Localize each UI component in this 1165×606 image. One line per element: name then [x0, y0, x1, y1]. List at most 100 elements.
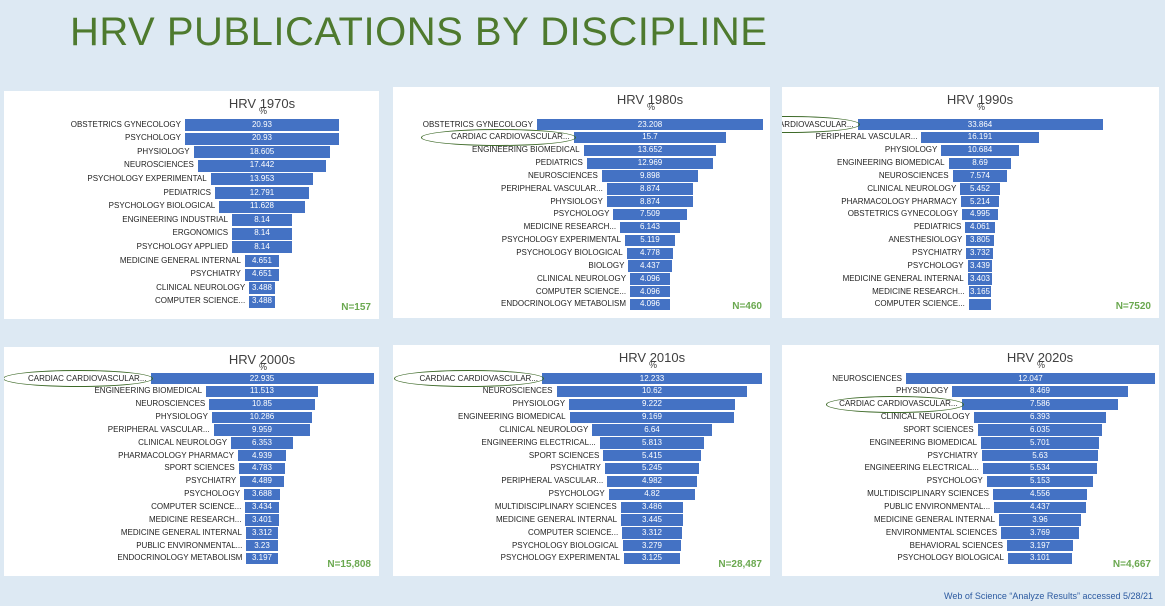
percent-axis-label: %	[259, 362, 268, 372]
chart-bar	[249, 282, 275, 295]
chart-bar	[209, 398, 315, 411]
category-label: PSYCHOLOGY BIOLOGICAL	[516, 248, 623, 257]
highlight-ellipse	[394, 370, 544, 387]
chart-bar	[952, 170, 1008, 182]
bar-value-label: 4.437	[639, 260, 660, 270]
bar-value-label: 22.935	[249, 373, 275, 383]
chart-bar	[231, 437, 293, 449]
chart-bar	[626, 247, 674, 259]
bar-value-label: 4.096	[639, 299, 660, 309]
chart-panel: HRV 2020s% 12.047 NEUROSCIENCES 8.469 PHYSIO…	[782, 345, 1159, 576]
bar-value-label: 3.197	[251, 553, 272, 563]
chart-bar	[150, 373, 374, 385]
chart-bar	[630, 286, 670, 298]
category-label: NEUROSCIENCES	[832, 373, 902, 383]
category-label: ERGONOMICS	[172, 228, 229, 238]
category-label: SPORT SCIENCES	[903, 424, 974, 434]
category-label: ANESTHESIOLOGY	[888, 235, 963, 245]
bar-value-label: 13.652	[637, 145, 663, 155]
bar-value-label: 10.85	[251, 399, 272, 409]
chart-bar	[977, 424, 1103, 436]
bar-value-label: 5.701	[1029, 437, 1050, 447]
chart-bar	[213, 424, 311, 436]
category-label: PSYCHOLOGY	[553, 209, 610, 219]
bar-value-label: 7.574	[969, 170, 990, 180]
bar-value-label: 5.63	[1032, 450, 1048, 460]
category-label: PSYCHOLOGY	[926, 476, 983, 486]
chart-bar	[628, 260, 672, 272]
highlight-ellipse	[825, 395, 964, 413]
chart-bar	[214, 187, 310, 200]
category-label: PEDIATRICS	[163, 187, 211, 197]
bar-value-label: 4.437	[1029, 502, 1050, 511]
category-label: PHYSIOLOGY	[155, 412, 208, 422]
bar-value-label: 8.14	[254, 241, 270, 251]
chart-bar	[921, 131, 1039, 144]
bar-value-label: 16.191	[967, 132, 993, 142]
category-label: PERIPHERAL VASCULAR...	[501, 476, 604, 486]
chart-title: HRV 2000s	[228, 352, 296, 367]
bar-value-label: 9.222	[641, 399, 662, 409]
bar-value-label: 20.93	[251, 133, 273, 143]
bar-value-label: 12.233	[639, 373, 665, 383]
chart-title: HRV 2010s	[618, 350, 686, 365]
chart-bar	[960, 183, 1000, 195]
category-label: MEDICINE GENERAL INTERNAL	[495, 514, 618, 524]
category-label: NEUROSCIENCES	[528, 170, 598, 180]
category-label: CLINICAL NEUROLOGY	[156, 282, 246, 292]
percent-axis-label: %	[647, 102, 656, 112]
percent-axis-label: %	[1037, 360, 1046, 370]
bar-value-label: 3.769	[1029, 527, 1050, 537]
chart-bar	[952, 385, 1128, 398]
category-label: ENVIRONMENTAL SCIENCES	[885, 527, 998, 537]
bar-value-label: 8.469	[1029, 386, 1050, 396]
sample-size-label: N=460	[732, 301, 762, 312]
chart-bar	[961, 196, 999, 208]
category-label: CLINICAL NEUROLOGY	[537, 273, 627, 283]
chart-bar	[613, 208, 687, 221]
category-label: ENGINEERING BIOMEDICAL	[471, 145, 580, 155]
category-label: PERIPHERAL VASCULAR...	[500, 183, 603, 193]
chart-bar	[961, 208, 999, 221]
chart-bar	[211, 411, 312, 423]
bar-value-label: 9.169	[641, 412, 662, 422]
category-label: ENGINEERING ELECTRICAL...	[864, 463, 979, 473]
category-label: NEUROSCIENCES	[878, 170, 949, 180]
category-label: COMPUTER SCIENCE...	[874, 299, 965, 309]
category-label: PSYCHOLOGY APPLIED	[136, 241, 229, 251]
chart-bar	[542, 373, 762, 385]
bar-value-label: 3.96	[1032, 514, 1048, 524]
sample-size-label: N=15,808	[327, 559, 371, 570]
bar-value-label: 6.64	[644, 424, 660, 434]
category-label: ENDOCRINOLOGY METABOLISM	[117, 553, 243, 563]
chart-bar	[981, 450, 1099, 462]
category-label: PHARMACOLOGY PHARMACY	[118, 450, 234, 460]
chart-bar	[606, 196, 694, 208]
category-label: ENDOCRINOLOGY METABOLISM	[501, 299, 627, 309]
chart-bar	[601, 170, 699, 182]
bar-value-label: 20.93	[251, 119, 273, 129]
chart-bar	[906, 373, 1155, 385]
category-label: PHYSIOLOGY	[137, 146, 190, 156]
category-label: PSYCHOLOGY EXPERIMENTAL	[87, 173, 207, 183]
chart-panel: HRV 1990s%33.864CARDIAC CARDIOVASCULAR..…	[782, 87, 1159, 318]
bar-value-label: 3.403	[969, 273, 990, 283]
chart-bar	[569, 398, 735, 411]
category-label: COMPUTER SCIENCE...	[535, 286, 627, 296]
bar-value-label: 3.486	[641, 502, 662, 511]
bar-value-label: 10.684	[967, 145, 993, 155]
sample-size-label: N=28,487	[718, 559, 762, 570]
chart-bar	[244, 255, 280, 268]
chart-panel: HRV 1980s% 23.208 OBSTETRICS GYNECOLOGY 15.…	[393, 87, 770, 318]
bar-value-label: 8.874	[639, 196, 660, 206]
bar-value-label: 3.434	[251, 502, 272, 511]
chart-bar	[992, 488, 1088, 500]
chart-bar	[245, 514, 279, 526]
category-label: PERIPHERAL VASCULAR...	[815, 132, 918, 142]
bar-value-label: 3.445	[641, 514, 662, 524]
category-label: CLINICAL NEUROLOGY	[499, 424, 589, 434]
chart-bar	[537, 119, 763, 131]
category-label: PSYCHOLOGY BIOLOGICAL	[897, 553, 1004, 563]
bar-value-label: 4.489	[251, 476, 272, 486]
chart-bar	[193, 146, 331, 159]
